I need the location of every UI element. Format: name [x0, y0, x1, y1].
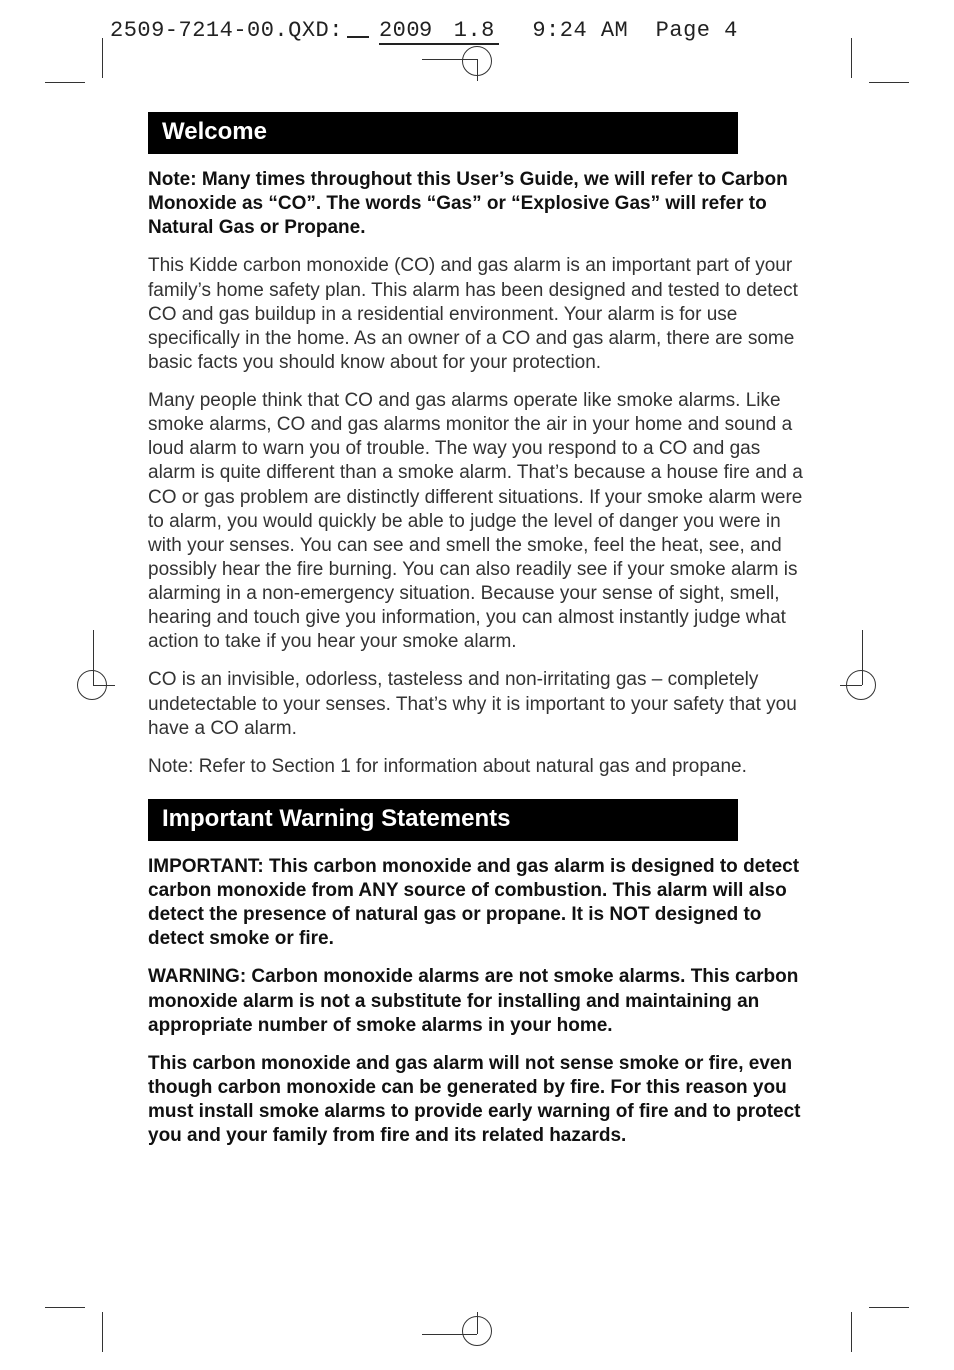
registration-mark-bottom — [422, 1311, 532, 1356]
registration-mark-right — [839, 630, 884, 740]
crop-mark — [851, 1312, 852, 1352]
crop-mark — [102, 38, 103, 78]
crop-mark — [869, 82, 909, 83]
slug-underline-1 — [347, 36, 369, 38]
slug-time: 9:24 AM — [532, 18, 628, 43]
welcome-paragraph-2: Many people think that CO and gas alarms… — [148, 389, 808, 654]
section-heading-welcome: Welcome — [148, 112, 738, 154]
registration-mark-left — [70, 630, 115, 740]
page: 2509-7214-00.QXD:20091.8 9:24 AM Page 4 … — [0, 0, 954, 1370]
warning-paragraph-3: This carbon monoxide and gas alarm will … — [148, 1052, 808, 1149]
welcome-paragraph-1: This Kidde carbon monoxide (CO) and gas … — [148, 254, 808, 375]
content-column: Welcome Note: Many times throughout this… — [148, 112, 808, 1162]
registration-mark-top — [422, 36, 532, 81]
welcome-note: Note: Many times throughout this User’s … — [148, 168, 808, 240]
crop-mark — [102, 1312, 103, 1352]
slug-page: Page 4 — [656, 18, 738, 43]
crop-mark — [851, 38, 852, 78]
warning-paragraph-1: IMPORTANT: This carbon monoxide and gas … — [148, 855, 808, 952]
slug-date: 200 — [379, 18, 420, 43]
crop-mark — [45, 82, 85, 83]
welcome-paragraph-4: Note: Refer to Section 1 for information… — [148, 755, 808, 779]
warning-paragraph-2: WARNING: Carbon monoxide alarms are not … — [148, 965, 808, 1037]
crop-mark — [869, 1307, 909, 1308]
slug-file: 2509-7214-00.QXD: — [110, 18, 343, 43]
welcome-paragraph-3: CO is an invisible, odorless, tasteless … — [148, 668, 808, 740]
crop-mark — [45, 1307, 85, 1308]
section-heading-warnings: Important Warning Statements — [148, 799, 738, 841]
